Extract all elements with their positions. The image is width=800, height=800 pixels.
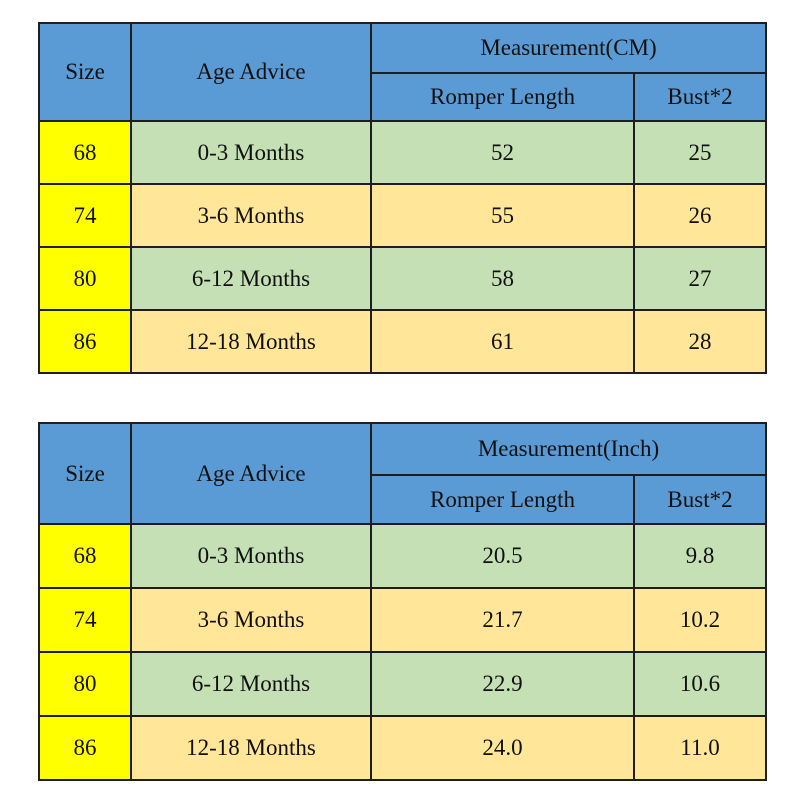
- header-bust: Bust*2: [633, 474, 767, 525]
- header-romper-length: Romper Length: [370, 72, 635, 122]
- header-row-group: Size Age Advice Measurement(CM): [38, 22, 768, 122]
- cell-age: 0-3 Months: [130, 523, 372, 589]
- cell-size: 74: [38, 587, 132, 653]
- cell-size: 68: [38, 523, 132, 589]
- cell-bust: 11.0: [633, 715, 767, 781]
- cell-age: 6-12 Months: [130, 651, 372, 717]
- table-row: 68 0-3 Months 20.5 9.8: [38, 523, 767, 589]
- table-row: 74 3-6 Months 21.7 10.2: [38, 587, 767, 653]
- cell-age: 0-3 Months: [130, 120, 372, 185]
- cell-romper-length: 55: [370, 183, 635, 248]
- size-chart-page: Size Age Advice Measurement(CM) Romper L…: [38, 22, 768, 781]
- cell-age: 6-12 Months: [130, 246, 372, 311]
- cell-age: 12-18 Months: [130, 309, 372, 374]
- cell-bust: 10.2: [633, 587, 767, 653]
- header-row-group: Size Age Advice Measurement(Inch): [38, 422, 767, 525]
- cell-romper-length: 21.7: [370, 587, 635, 653]
- cell-romper-length: 20.5: [370, 523, 635, 589]
- cell-size: 86: [38, 715, 132, 781]
- header-size: Size: [38, 422, 132, 525]
- cell-size: 86: [38, 309, 132, 374]
- table-row: 68 0-3 Months 52 25: [38, 120, 768, 185]
- header-row-sub: Romper Length Bust*2: [39, 72, 768, 122]
- table-row: 80 6-12 Months 58 27: [38, 246, 768, 311]
- header-measurement-inch: Measurement(Inch): [370, 422, 767, 476]
- table-row: 86 12-18 Months 61 28: [38, 309, 768, 374]
- cell-bust: 10.6: [633, 651, 767, 717]
- cell-age: 3-6 Months: [130, 587, 372, 653]
- cell-size: 80: [38, 246, 132, 311]
- cell-romper-length: 61: [370, 309, 635, 374]
- cell-romper-length: 24.0: [370, 715, 635, 781]
- cell-bust: 27: [632, 246, 768, 311]
- cell-size: 68: [38, 120, 132, 185]
- table-row: 80 6-12 Months 22.9 10.6: [38, 651, 767, 717]
- header-age-advice: Age Advice: [130, 422, 372, 525]
- cell-romper-length: 58: [370, 246, 635, 311]
- cell-romper-length: 52: [370, 120, 635, 185]
- cell-age: 3-6 Months: [130, 183, 372, 248]
- cell-bust: 28: [632, 309, 768, 374]
- table-row: 86 12-18 Months 24.0 11.0: [38, 715, 767, 781]
- cell-size: 74: [38, 183, 132, 248]
- header-romper-length: Romper Length: [370, 474, 635, 525]
- cell-size: 80: [38, 651, 132, 717]
- table-row: 74 3-6 Months 55 26: [38, 183, 768, 248]
- size-table-inch: Size Age Advice Measurement(Inch) Romper…: [38, 422, 767, 781]
- header-bust: Bust*2: [632, 72, 768, 122]
- size-table-cm: Size Age Advice Measurement(CM) Romper L…: [38, 22, 768, 374]
- header-row-sub: Romper Length Bust*2: [39, 474, 767, 525]
- header-size: Size: [38, 22, 132, 122]
- cell-bust: 9.8: [633, 523, 767, 589]
- cell-bust: 25: [632, 120, 768, 185]
- header-measurement-cm: Measurement(CM): [369, 22, 768, 74]
- cell-bust: 26: [632, 183, 768, 248]
- header-age-advice: Age Advice: [130, 22, 372, 122]
- cell-age: 12-18 Months: [130, 715, 372, 781]
- cell-romper-length: 22.9: [370, 651, 635, 717]
